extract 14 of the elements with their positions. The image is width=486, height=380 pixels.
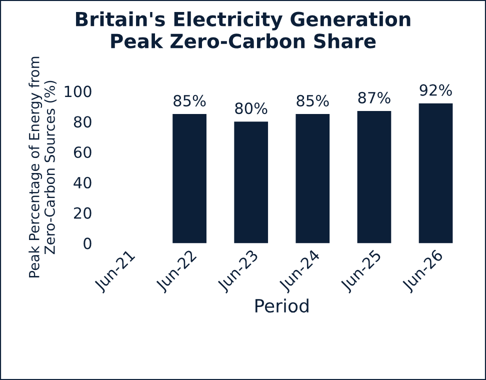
y-tick-label: 80 [74, 116, 92, 128]
y-tick-label: 40 [74, 176, 92, 188]
x-axis-title: Period [256, 298, 308, 313]
data-label: 92% [420, 84, 452, 96]
y-tick-label: 100 [64, 86, 92, 98]
data-label: 85% [174, 94, 206, 106]
data-label: 87% [358, 92, 390, 104]
y-axis-title: Peak Percentage of Energy from Zero-Carbon Sources (%) [28, 56, 57, 278]
data-label: 80% [235, 102, 268, 114]
y-tick-label: 20 [74, 207, 92, 219]
y-tick-label: 60 [74, 146, 92, 158]
chart-title: Britain's Electricity Generation Peak Zero-Carbon Share [76, 11, 410, 48]
y-tick-label: 0 [84, 238, 92, 250]
data-label: 85% [296, 94, 329, 106]
